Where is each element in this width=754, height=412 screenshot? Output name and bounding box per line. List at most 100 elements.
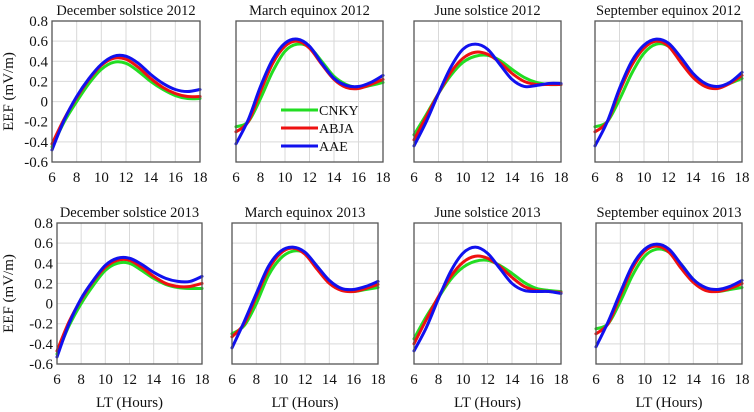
legend-label-abja: ABJA — [319, 122, 355, 137]
subplot-title: December solstice 2012 — [56, 3, 195, 19]
series-line-aae — [412, 245, 563, 353]
subplot-title: June solstice 2013 — [434, 205, 540, 221]
subplot-title: March equinox 2012 — [249, 3, 370, 19]
y-tick-label: -0.6 — [29, 357, 53, 373]
subplot-title: December solstice 2013 — [60, 205, 199, 221]
plot-frame — [594, 20, 743, 163]
x-tick-label: 16 — [529, 170, 545, 186]
y-tick-label: 0.2 — [29, 74, 48, 90]
x-tick-label: 8 — [253, 372, 261, 388]
y-tick-label: 0.8 — [34, 216, 53, 232]
x-axis-label: LT (Hours) — [271, 395, 338, 411]
x-axis-label: LT (Hours) — [96, 395, 163, 411]
x-tick-label: 10 — [94, 170, 109, 186]
y-axis-label: EEF (mV/m) — [1, 52, 17, 131]
x-tick-label: 18 — [735, 372, 750, 388]
x-tick-label: 12 — [662, 372, 677, 388]
x-tick-label: 12 — [119, 170, 134, 186]
series-line-aae — [593, 37, 744, 148]
x-tick-label: 12 — [480, 372, 495, 388]
series-line-aae — [230, 245, 380, 350]
x-tick-label: 12 — [122, 372, 137, 388]
x-tick-label: 6 — [228, 372, 236, 388]
y-tick-label: -0.4 — [29, 337, 53, 353]
x-tick-label: 10 — [637, 372, 652, 388]
plot-frame — [56, 222, 203, 365]
legend-label-aae: AAE — [319, 140, 348, 155]
x-tick-label: 6 — [592, 372, 600, 388]
x-tick-label: 16 — [168, 170, 184, 186]
x-tick-label: 8 — [616, 170, 624, 186]
x-tick-label: 14 — [505, 372, 521, 388]
series-line-aae — [50, 53, 202, 152]
x-tick-label: 8 — [257, 170, 265, 186]
x-tick-label: 18 — [193, 170, 208, 186]
x-tick-label: 8 — [617, 372, 625, 388]
y-tick-label: 0.6 — [29, 34, 48, 50]
x-tick-label: 16 — [710, 372, 726, 388]
y-tick-label: -0.2 — [29, 317, 53, 333]
x-tick-label: 6 — [591, 170, 599, 186]
y-tick-label: -0.2 — [24, 115, 48, 131]
plot-frame — [595, 222, 743, 365]
x-tick-label: 14 — [327, 170, 343, 186]
subplot-title: September equinox 2013 — [597, 205, 742, 221]
y-tick-label: -0.6 — [24, 155, 48, 171]
x-tick-label: 10 — [98, 372, 113, 388]
x-tick-label: 12 — [298, 372, 313, 388]
x-tick-label: 18 — [376, 170, 391, 186]
x-tick-label: 16 — [170, 372, 186, 388]
subplot-title: June solstice 2012 — [434, 3, 540, 19]
subplot-title: September equinox 2012 — [596, 3, 741, 19]
x-tick-label: 12 — [480, 170, 495, 186]
plot-frame — [231, 222, 379, 365]
x-tick-label: 14 — [146, 372, 162, 388]
x-tick-label: 6 — [48, 170, 56, 186]
x-tick-label: 18 — [735, 170, 750, 186]
y-axis-label: EEF (mV/m) — [1, 254, 17, 333]
y-tick-label: 0 — [46, 297, 54, 313]
x-tick-label: 18 — [195, 372, 210, 388]
x-tick-label: 18 — [554, 372, 569, 388]
x-tick-label: 16 — [351, 170, 367, 186]
x-tick-label: 14 — [686, 372, 702, 388]
x-tick-label: 10 — [637, 170, 652, 186]
plot-frame — [413, 20, 562, 163]
x-tick-label: 6 — [410, 372, 418, 388]
x-tick-label: 18 — [554, 170, 569, 186]
x-tick-label: 16 — [710, 170, 726, 186]
x-tick-label: 14 — [505, 170, 521, 186]
x-tick-label: 10 — [456, 170, 471, 186]
x-tick-label: 6 — [410, 170, 418, 186]
y-tick-label: 0.4 — [29, 54, 48, 70]
y-tick-label: 0 — [41, 95, 49, 111]
x-tick-label: 14 — [686, 170, 702, 186]
series-line-cnky — [50, 60, 202, 149]
x-tick-label: 8 — [435, 170, 443, 186]
x-tick-label: 16 — [346, 372, 362, 388]
plot-frame — [51, 20, 201, 163]
y-tick-label: 0.4 — [34, 256, 53, 272]
x-tick-label: 12 — [302, 170, 317, 186]
plot-frame — [413, 222, 562, 365]
x-tick-label: 8 — [77, 372, 85, 388]
series-line-aae — [412, 42, 563, 148]
series-line-aae — [55, 255, 204, 359]
x-tick-label: 18 — [371, 372, 386, 388]
x-axis-label: LT (Hours) — [454, 395, 521, 411]
series-line-aae — [234, 37, 385, 146]
x-tick-label: 6 — [53, 372, 61, 388]
series-line-aae — [594, 242, 744, 349]
y-tick-label: -0.4 — [24, 135, 48, 151]
x-tick-label: 12 — [661, 170, 676, 186]
x-tick-label: 10 — [273, 372, 288, 388]
x-tick-label: 6 — [232, 170, 240, 186]
x-tick-label: 8 — [435, 372, 443, 388]
x-tick-label: 8 — [73, 170, 81, 186]
x-tick-label: 14 — [143, 170, 159, 186]
x-tick-label: 10 — [278, 170, 293, 186]
x-tick-label: 10 — [456, 372, 471, 388]
subplot-title: March equinox 2013 — [245, 205, 366, 221]
x-axis-label: LT (Hours) — [635, 395, 702, 411]
